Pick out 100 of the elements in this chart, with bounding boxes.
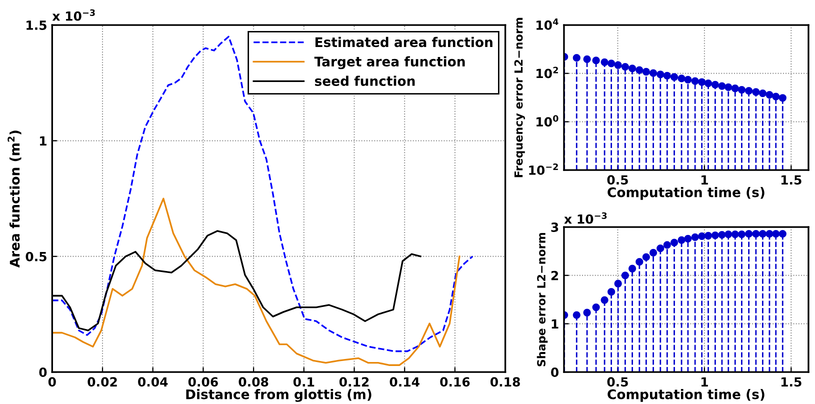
point [772, 92, 780, 100]
point [636, 66, 644, 74]
point [670, 238, 678, 246]
x-tick-label: 0.14 [390, 377, 420, 387]
x-tick-label: 0.16 [440, 377, 470, 387]
point [766, 90, 774, 99]
x-tick-label: 0.18 [490, 377, 520, 387]
point [592, 303, 600, 312]
point [758, 89, 767, 98]
x-tick-label: 0.04 [138, 377, 168, 387]
point [698, 232, 706, 240]
x-tick-label: 1.5 [781, 377, 802, 387]
point [724, 83, 732, 91]
point [678, 74, 686, 82]
point [731, 230, 739, 238]
point [656, 244, 664, 252]
x-tick-label: 1.5 [781, 175, 802, 185]
point [752, 230, 760, 238]
y-tick-label: 1 [552, 319, 558, 328]
point [718, 82, 726, 90]
point [738, 230, 746, 238]
point [766, 230, 774, 238]
x-axis-title: Computation time (s) [608, 187, 764, 200]
y-tick-label: 1.5 [26, 20, 46, 30]
point [678, 236, 686, 244]
point [704, 232, 712, 240]
point [738, 86, 746, 94]
point [663, 241, 671, 249]
point [621, 272, 630, 280]
x-tick-label: 0 [48, 377, 56, 387]
y-axis-title: Frequency error L2−norm [514, 18, 525, 178]
point [778, 94, 786, 102]
x-tick-label: 1 [702, 377, 708, 386]
point [684, 76, 692, 84]
point [711, 231, 720, 240]
text: x 10$^{−3}$ [564, 212, 607, 224]
point [628, 64, 636, 72]
x-tick-label: 0.06 [188, 377, 218, 387]
point [636, 258, 644, 266]
x-tick-label: 0.5 [607, 175, 628, 185]
point [656, 70, 664, 78]
x-tick-label: 0.5 [607, 377, 628, 387]
point [642, 68, 650, 76]
point [642, 253, 650, 261]
point [649, 248, 658, 256]
x-tick-label: 0.08 [238, 377, 268, 387]
legend-label: Estimated area function [316, 36, 492, 48]
point [758, 230, 767, 238]
y-tick-label: 1 [40, 136, 46, 146]
point [628, 264, 636, 272]
point [745, 87, 753, 95]
x-tick-label: 0.12 [339, 377, 369, 387]
y-tick-label: 0 [551, 368, 559, 378]
y-tick-label: 3 [551, 222, 558, 232]
point [608, 60, 616, 68]
point [772, 230, 780, 238]
point [600, 58, 608, 66]
y-tick-label: 10$^{4}$ [536, 18, 558, 30]
point [752, 88, 760, 96]
point [691, 233, 699, 242]
point [670, 73, 678, 81]
point [711, 80, 720, 89]
point [600, 296, 608, 304]
point [684, 234, 692, 242]
legend-label: Target area function [314, 56, 465, 70]
y-tick-label: 0.5 [26, 252, 46, 262]
x-axis-title: Distance from glottis (m) [186, 389, 372, 402]
y-tick-label: 2 [551, 270, 558, 280]
y-tick-label: 0 [39, 368, 47, 378]
text: x 10$^{−3}$ [52, 9, 95, 21]
x-tick-label: 1 [702, 175, 708, 184]
point [663, 72, 671, 80]
point [614, 61, 622, 69]
y-axis-title: Area function (m$^{2}$) [8, 130, 22, 268]
x-axis-title: Computation time (s) [608, 389, 764, 402]
point [621, 62, 630, 71]
point [649, 69, 658, 77]
y-tick-label: 10$^{−2}$ [529, 163, 558, 175]
point [691, 77, 699, 85]
point [698, 78, 706, 86]
legend-label: seed function [314, 76, 415, 86]
y-tick-label: 10$^{2}$ [536, 66, 558, 78]
y-axis-title: Shape error L2−norm [536, 232, 548, 366]
point [608, 288, 616, 296]
y-tick-label: 10$^{0}$ [536, 115, 558, 127]
x-tick-label: 0.1 [293, 377, 314, 387]
point [731, 84, 739, 92]
point [572, 54, 580, 62]
point [572, 311, 580, 319]
point [745, 230, 753, 238]
point [583, 308, 591, 316]
point [583, 55, 591, 63]
line-series [52, 198, 460, 366]
point [724, 230, 732, 238]
point [592, 56, 600, 64]
point [718, 230, 726, 239]
x-tick-label: 0.02 [88, 377, 117, 387]
point [778, 230, 786, 238]
point [614, 280, 622, 288]
point [704, 79, 712, 88]
